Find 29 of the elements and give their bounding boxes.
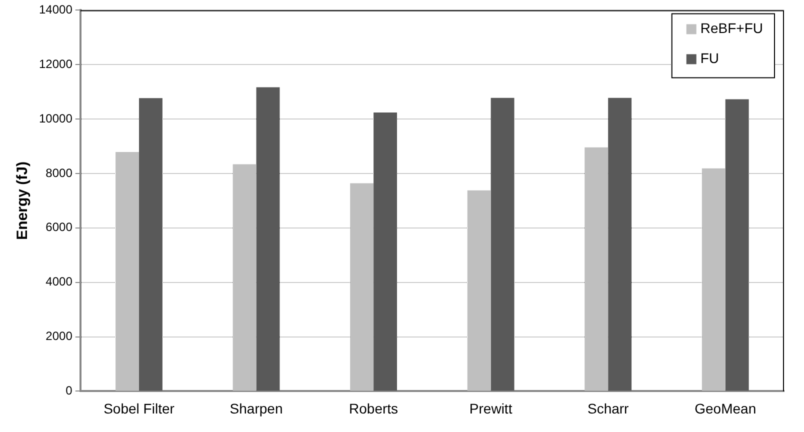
bar: [702, 168, 726, 391]
bar: [725, 99, 749, 391]
x-tick-label: Sobel Filter: [104, 400, 175, 416]
y-tick-label: 4000: [46, 274, 73, 289]
bar: [139, 98, 162, 391]
x-tick-label: Sharpen: [230, 400, 283, 416]
x-tick-label: Prewitt: [469, 400, 512, 416]
x-tick-label: Roberts: [349, 400, 398, 416]
bar: [584, 147, 608, 391]
y-tick-label: 14000: [38, 2, 73, 17]
legend-label: FU: [700, 50, 720, 66]
x-tick-label: GeoMean: [694, 400, 756, 416]
bar: [467, 190, 491, 391]
bar: [374, 112, 398, 391]
bar: [608, 98, 632, 391]
y-tick-label: 0: [66, 384, 73, 398]
bar: [116, 152, 140, 391]
bar: [232, 164, 256, 391]
y-tick-label: 8000: [46, 166, 73, 180]
bar: [350, 183, 374, 391]
bar: [256, 87, 280, 391]
y-tick-label: 6000: [46, 220, 73, 234]
y-tick-label: 10000: [38, 111, 73, 126]
bar: [490, 98, 514, 391]
y-tick-label: 12000: [38, 56, 73, 71]
legend-label: ReBF+FU: [700, 20, 763, 36]
y-tick-label: 2000: [46, 329, 73, 344]
x-tick-label: Scharr: [587, 400, 630, 416]
y-axis-title: Energy (fJ): [14, 162, 32, 240]
